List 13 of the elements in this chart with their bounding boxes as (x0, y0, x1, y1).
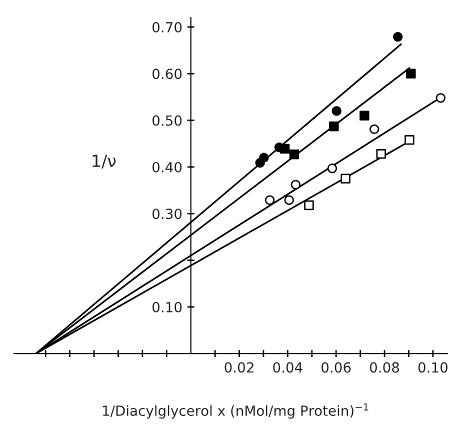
y-tick-label: 0.50 (152, 115, 182, 126)
x-tick-label: 0.08 (370, 362, 400, 373)
y-tick-label: 0.70 (152, 22, 182, 32)
y-tick-label: 0.60 (152, 68, 182, 80)
x-tick-label: 0.02 (224, 362, 254, 373)
y-axis-title: 1/ν (92, 154, 116, 168)
x-axis-title: 1/Diacylglycerol x (nMol/mg Protein)$^{−1}$ (103, 403, 368, 419)
x-tick-label: 0.04 (273, 362, 302, 373)
y-tick-label: 0.40 (152, 162, 182, 172)
x-tick-label: 0.10 (418, 362, 448, 373)
y-tick-label: 0.30 (152, 208, 182, 220)
y-tick-label: 0.10 (152, 302, 182, 312)
x-tick-label: 0.06 (322, 362, 351, 373)
